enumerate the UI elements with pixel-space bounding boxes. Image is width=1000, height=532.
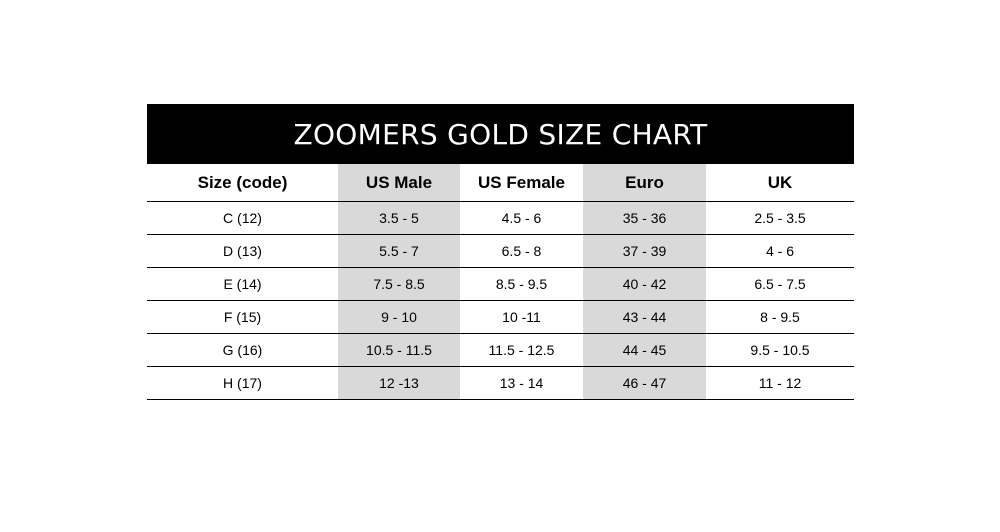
table-cell: H (17) (147, 367, 338, 400)
table-cell: 9.5 - 10.5 (706, 334, 854, 367)
table-cell: 10.5 - 11.5 (338, 334, 460, 367)
table-cell: 5.5 - 7 (338, 235, 460, 268)
table-cell: 9 - 10 (338, 301, 460, 334)
table-cell: 6.5 - 7.5 (706, 268, 854, 301)
table-cell: 8.5 - 9.5 (460, 268, 583, 301)
table-cell: 6.5 - 8 (460, 235, 583, 268)
column-header-euro: Euro (583, 164, 706, 202)
table-cell: 11.5 - 12.5 (460, 334, 583, 367)
table-cell: 13 - 14 (460, 367, 583, 400)
table-cell: C (12) (147, 202, 338, 235)
table-cell: 10 -11 (460, 301, 583, 334)
column-header-us-male: US Male (338, 164, 460, 202)
column-header-us-female: US Female (460, 164, 583, 202)
table-cell: 46 - 47 (583, 367, 706, 400)
table-cell: 40 - 42 (583, 268, 706, 301)
chart-title: ZOOMERS GOLD SIZE CHART (147, 104, 854, 164)
table-cell: 11 - 12 (706, 367, 854, 400)
table-cell: 43 - 44 (583, 301, 706, 334)
table-cell: 35 - 36 (583, 202, 706, 235)
column-header-size-code: Size (code) (147, 164, 338, 202)
table-cell: 3.5 - 5 (338, 202, 460, 235)
table-cell: F (15) (147, 301, 338, 334)
table-cell: 7.5 - 8.5 (338, 268, 460, 301)
size-table: Size (code) US Male US Female Euro UK C … (147, 164, 854, 400)
table-cell: G (16) (147, 334, 338, 367)
table-cell: 44 - 45 (583, 334, 706, 367)
size-chart: ZOOMERS GOLD SIZE CHART Size (code) US M… (147, 104, 854, 400)
table-cell: 4 - 6 (706, 235, 854, 268)
table-cell: D (13) (147, 235, 338, 268)
table-cell: 37 - 39 (583, 235, 706, 268)
column-header-uk: UK (706, 164, 854, 202)
table-cell: 12 -13 (338, 367, 460, 400)
table-cell: 8 - 9.5 (706, 301, 854, 334)
table-cell: 4.5 - 6 (460, 202, 583, 235)
table-cell: 2.5 - 3.5 (706, 202, 854, 235)
table-cell: E (14) (147, 268, 338, 301)
